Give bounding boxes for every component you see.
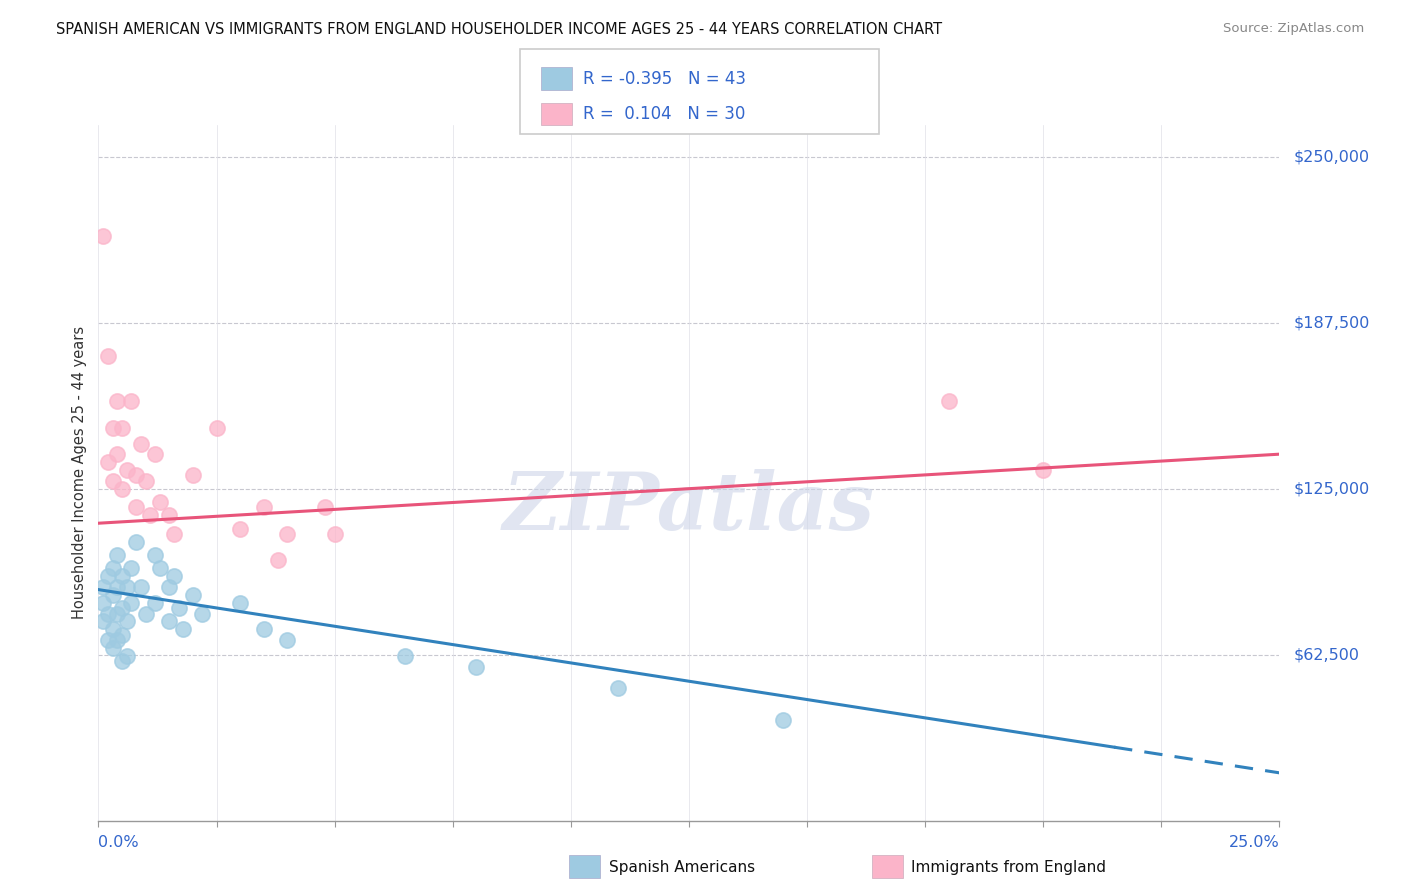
Point — [115, 648, 138, 663]
Point — [115, 615, 138, 629]
Point — [938, 394, 960, 409]
Point — [143, 548, 166, 562]
Point — [111, 654, 134, 668]
Point — [121, 394, 143, 409]
Point — [105, 633, 128, 648]
Point — [105, 580, 128, 594]
Point — [91, 596, 114, 610]
Text: SPANISH AMERICAN VS IMMIGRANTS FROM ENGLAND HOUSEHOLDER INCOME AGES 25 - 44 YEAR: SPANISH AMERICAN VS IMMIGRANTS FROM ENGL… — [56, 22, 942, 37]
Point — [465, 659, 488, 673]
Text: 25.0%: 25.0% — [1229, 836, 1279, 850]
Point — [125, 500, 148, 515]
Point — [111, 482, 134, 496]
Point — [276, 633, 298, 648]
Point — [149, 561, 172, 575]
Point — [172, 623, 194, 637]
Point — [105, 607, 128, 621]
Text: $250,000: $250,000 — [1294, 149, 1369, 164]
Y-axis label: Householder Income Ages 25 - 44 years: Householder Income Ages 25 - 44 years — [72, 326, 87, 619]
Point — [101, 588, 124, 602]
Point — [91, 229, 114, 244]
Point — [157, 580, 180, 594]
Point — [135, 474, 157, 488]
Text: Immigrants from England: Immigrants from England — [911, 860, 1107, 874]
Point — [253, 500, 276, 515]
Point — [143, 447, 166, 461]
Point — [125, 468, 148, 483]
Point — [135, 607, 157, 621]
Point — [97, 607, 120, 621]
Point — [125, 534, 148, 549]
Point — [253, 623, 276, 637]
Point — [772, 713, 794, 727]
Point — [229, 596, 252, 610]
Point — [157, 615, 180, 629]
Point — [181, 468, 204, 483]
Point — [115, 463, 138, 477]
Point — [167, 601, 190, 615]
Text: Spanish Americans: Spanish Americans — [609, 860, 755, 874]
Point — [97, 455, 120, 469]
Point — [121, 561, 143, 575]
Text: R = -0.395   N = 43: R = -0.395 N = 43 — [583, 70, 747, 87]
Point — [129, 436, 152, 450]
Point — [149, 495, 172, 509]
Point — [157, 508, 180, 523]
Point — [267, 553, 290, 567]
Point — [101, 561, 124, 575]
Text: 0.0%: 0.0% — [98, 836, 139, 850]
Point — [105, 394, 128, 409]
Point — [229, 522, 252, 536]
Text: Source: ZipAtlas.com: Source: ZipAtlas.com — [1223, 22, 1364, 36]
Point — [1032, 463, 1054, 477]
Point — [323, 526, 346, 541]
Point — [91, 615, 114, 629]
Point — [115, 580, 138, 594]
Point — [111, 628, 134, 642]
Point — [91, 580, 114, 594]
Point — [276, 526, 298, 541]
Point — [111, 569, 134, 583]
Text: $62,500: $62,500 — [1294, 648, 1360, 662]
Point — [101, 640, 124, 655]
Point — [97, 633, 120, 648]
Point — [163, 526, 186, 541]
Text: $187,500: $187,500 — [1294, 315, 1369, 330]
Point — [205, 420, 228, 434]
Text: R =  0.104   N = 30: R = 0.104 N = 30 — [583, 105, 745, 123]
Point — [101, 420, 124, 434]
Point — [97, 349, 120, 363]
Point — [101, 623, 124, 637]
Point — [121, 596, 143, 610]
Point — [111, 420, 134, 434]
Point — [314, 500, 336, 515]
Point — [129, 580, 152, 594]
Text: ZIPatlas: ZIPatlas — [503, 469, 875, 546]
Point — [163, 569, 186, 583]
Point — [139, 508, 162, 523]
Point — [607, 681, 630, 695]
Point — [97, 569, 120, 583]
Text: $125,000: $125,000 — [1294, 481, 1369, 496]
Point — [191, 607, 214, 621]
Point — [105, 548, 128, 562]
Point — [181, 588, 204, 602]
Point — [111, 601, 134, 615]
Point — [394, 648, 416, 663]
Point — [105, 447, 128, 461]
Point — [143, 596, 166, 610]
Point — [101, 474, 124, 488]
